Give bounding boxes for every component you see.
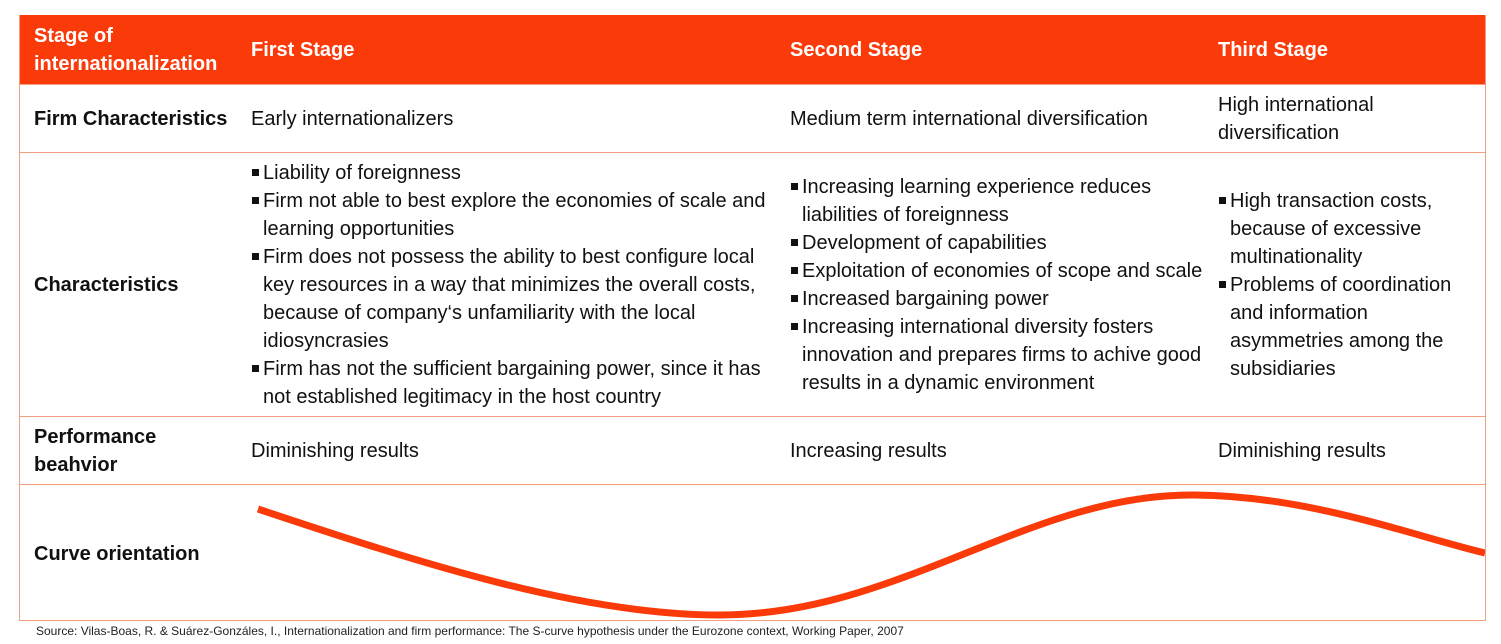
row-performance: Performance beahvior Diminishing results… <box>20 416 1485 484</box>
list-item: Firm does not possess the ability to bes… <box>251 243 781 355</box>
performance-label: Performance beahvior <box>34 425 157 476</box>
row-characteristics: Characteristics Liability of foreignness… <box>20 152 1485 416</box>
characteristics-label: Characteristics <box>34 273 179 296</box>
characteristics-second: Increasing learning experience reduces l… <box>790 153 1210 416</box>
list-item: Firm not able to best explore the econom… <box>251 187 781 243</box>
list-item: Problems of coordination and information… <box>1218 271 1483 383</box>
list-item: Firm has not the sufficient bargaining p… <box>251 355 781 411</box>
firm-characteristics-second: Medium term international diversificatio… <box>790 107 1148 130</box>
list-item: Increasing learning experience reduces l… <box>790 173 1210 229</box>
firm-characteristics-third: High international diversification <box>1218 93 1374 144</box>
source-citation: Source: Vilas-Boas, R. & Suárez-Gonzáles… <box>36 624 904 638</box>
header-first-stage: First Stage <box>251 38 355 61</box>
characteristics-first: Liability of foreignness Firm not able t… <box>251 153 781 416</box>
header-third-stage: Third Stage <box>1218 38 1329 61</box>
list-item: Increasing international diversity foste… <box>790 313 1210 397</box>
stages-table: Stage of internationalization First Stag… <box>19 15 1486 621</box>
list-item: Liability of foreignness <box>251 159 781 187</box>
list-item: Development of capabilities <box>790 229 1210 257</box>
table-header-row: Stage of internationalization First Stag… <box>20 15 1485 84</box>
list-item: High transaction costs, because of exces… <box>1218 187 1483 271</box>
list-item: Exploitation of economies of scope and s… <box>790 257 1210 285</box>
header-stage-label: Stage of internationalization <box>34 24 218 75</box>
characteristics-third: High transaction costs, because of exces… <box>1218 153 1483 416</box>
row-curve: Curve orientation <box>20 484 1485 620</box>
header-second-stage: Second Stage <box>790 38 923 61</box>
characteristics-second-list: Increasing learning experience reduces l… <box>790 173 1210 397</box>
list-item: Increased bargaining power <box>790 285 1210 313</box>
performance-second: Increasing results <box>790 439 947 462</box>
performance-third: Diminishing results <box>1218 439 1386 462</box>
s-curve-graphic <box>256 491 1485 619</box>
row-firm-characteristics: Firm Characteristics Early international… <box>20 84 1485 152</box>
s-curve-line <box>256 491 1485 619</box>
firm-characteristics-label: Firm Characteristics <box>34 107 228 130</box>
firm-characteristics-first: Early internationalizers <box>251 107 454 130</box>
curve-label: Curve orientation <box>34 542 200 565</box>
performance-first: Diminishing results <box>251 439 419 462</box>
characteristics-third-list: High transaction costs, because of exces… <box>1218 187 1483 383</box>
characteristics-first-list: Liability of foreignness Firm not able t… <box>251 159 781 411</box>
